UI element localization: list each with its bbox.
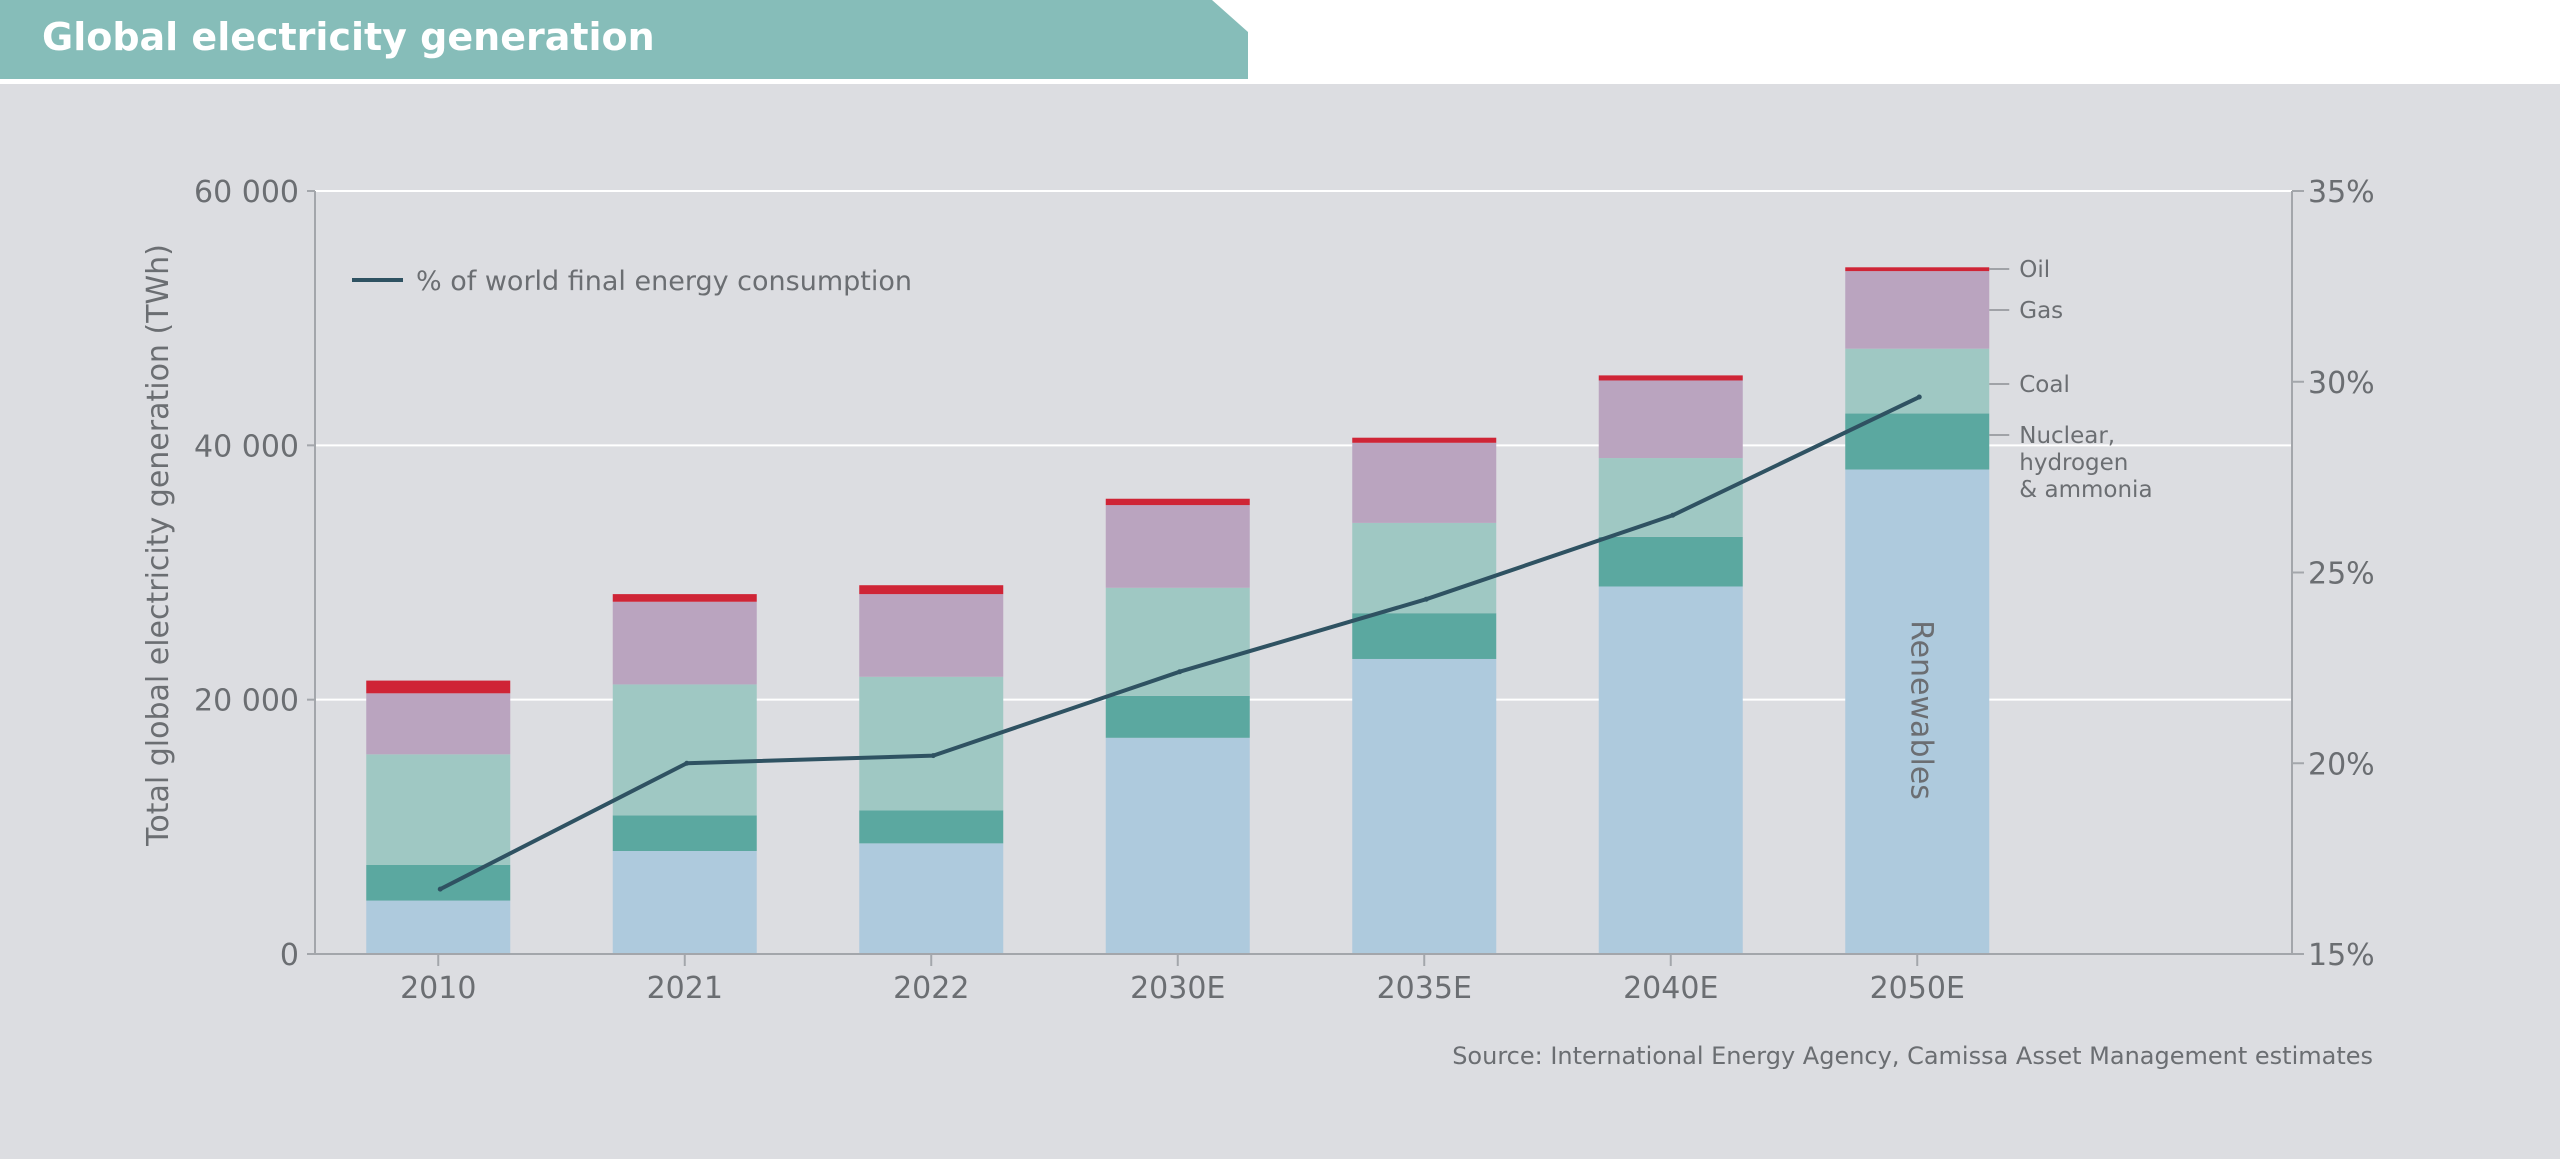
label-coal: Coal: [2019, 372, 2070, 398]
source-note: Source: International Energy Agency, Cam…: [1452, 1042, 2373, 1070]
bar-nuclear-2022: [859, 810, 1004, 844]
bar-coal-2021: [612, 684, 757, 816]
bar-coal-2030e: [1105, 587, 1250, 696]
y-tick-labels: 0 20 000 40 000 60 000: [194, 175, 299, 973]
bar-text-renewables: Renewables: [1903, 620, 1938, 800]
y-tick-label: 60 000: [194, 175, 299, 210]
bar-coal-2050e: [1845, 348, 1990, 414]
segment-labels: Oil Gas Coal Nuclear,hydrogen& ammonia Renew…: [1903, 257, 2152, 800]
axes: [307, 190, 2304, 966]
percent-line-point: [684, 760, 690, 766]
bar-renewables-2022: [859, 843, 1004, 954]
bar-coal-2010: [366, 754, 511, 865]
bar-oil-2050e: [1845, 267, 1990, 272]
bar-gas-2035e: [1352, 442, 1497, 523]
legend-label: % of world final energy consumption: [416, 266, 912, 297]
x-tick-label: 2010: [400, 971, 476, 1006]
y-tick-label: 40 000: [194, 429, 299, 464]
bar-oil-2035e: [1352, 437, 1497, 443]
y2-tick-label: 20%: [2308, 747, 2375, 782]
y2-tick-label: 25%: [2308, 557, 2375, 592]
bar-gas-2030e: [1105, 505, 1250, 588]
bar-gas-2050e: [1845, 271, 1990, 349]
percent-line-point: [437, 886, 443, 892]
x-tick-labels: 2010 2021 2022 2030E 2035E 2040E 2050E: [400, 971, 1965, 1006]
legend: % of world final energy consumption: [352, 266, 912, 297]
x-tick-label: 2035E: [1377, 971, 1472, 1006]
label-nuclear-line3: & ammonia: [2019, 477, 2152, 503]
y2-tick-label: 30%: [2308, 366, 2375, 401]
y2-tick-labels: 15% 20% 25% 30% 35%: [2308, 175, 2375, 973]
percent-line-point: [1177, 669, 1183, 675]
bar-nuclear-2040e: [1598, 536, 1743, 587]
bar-nuclear-2030e: [1105, 695, 1250, 738]
bar-nuclear-2010: [366, 864, 511, 901]
y2-tick-label: 15%: [2308, 938, 2375, 973]
bar-renewables-2030e: [1105, 737, 1250, 954]
percent-line: [437, 394, 1922, 892]
x-tick-label: 2040E: [1623, 971, 1718, 1006]
y-tick-label: 20 000: [194, 684, 299, 719]
bar-coal-2022: [859, 676, 1004, 811]
bar-gas-2022: [859, 594, 1004, 677]
bar-oil-2010: [366, 680, 511, 694]
bar-renewables-2040e: [1598, 586, 1743, 954]
x-tick-label: 2050E: [1870, 971, 1965, 1006]
bar-oil-2021: [612, 594, 757, 602]
bar-renewables-2050e: [1845, 469, 1990, 954]
title-banner: [0, 0, 1248, 79]
bar-renewables-2021: [612, 850, 757, 954]
bar-nuclear-2021: [612, 815, 757, 851]
percent-line-point: [1423, 596, 1429, 602]
y2-tick-label: 35%: [2308, 175, 2375, 210]
bar-renewables-2035e: [1352, 658, 1497, 954]
bar-gas-2010: [366, 693, 511, 755]
label-gas: Gas: [2019, 298, 2063, 324]
label-nuclear-line1: Nuclear,: [2019, 423, 2115, 449]
bar-gas-2021: [612, 601, 757, 685]
bar-oil-2040e: [1598, 375, 1743, 381]
bar-coal-2040e: [1598, 458, 1743, 537]
chart-title: Global electricity generation: [42, 15, 655, 59]
bar-renewables-2010: [366, 900, 511, 954]
percent-line-point: [930, 753, 936, 759]
percent-line-point: [1916, 394, 1922, 400]
bar-oil-2030e: [1105, 498, 1250, 506]
y-axis-title: Total global electricity generation (TWh…: [141, 244, 176, 847]
percent-line-point: [1670, 512, 1676, 518]
x-tick-label: 2021: [647, 971, 723, 1006]
x-tick-label: 2022: [893, 971, 969, 1006]
y-tick-label: 0: [280, 938, 299, 973]
label-oil: Oil: [2019, 257, 2050, 283]
bar-gas-2040e: [1598, 380, 1743, 459]
bar-oil-2022: [859, 585, 1004, 595]
x-tick-label: 2030E: [1130, 971, 1225, 1006]
label-nuclear-line2: hydrogen: [2019, 450, 2128, 476]
bar-nuclear-2035e: [1352, 613, 1497, 659]
bars: [366, 267, 1990, 954]
